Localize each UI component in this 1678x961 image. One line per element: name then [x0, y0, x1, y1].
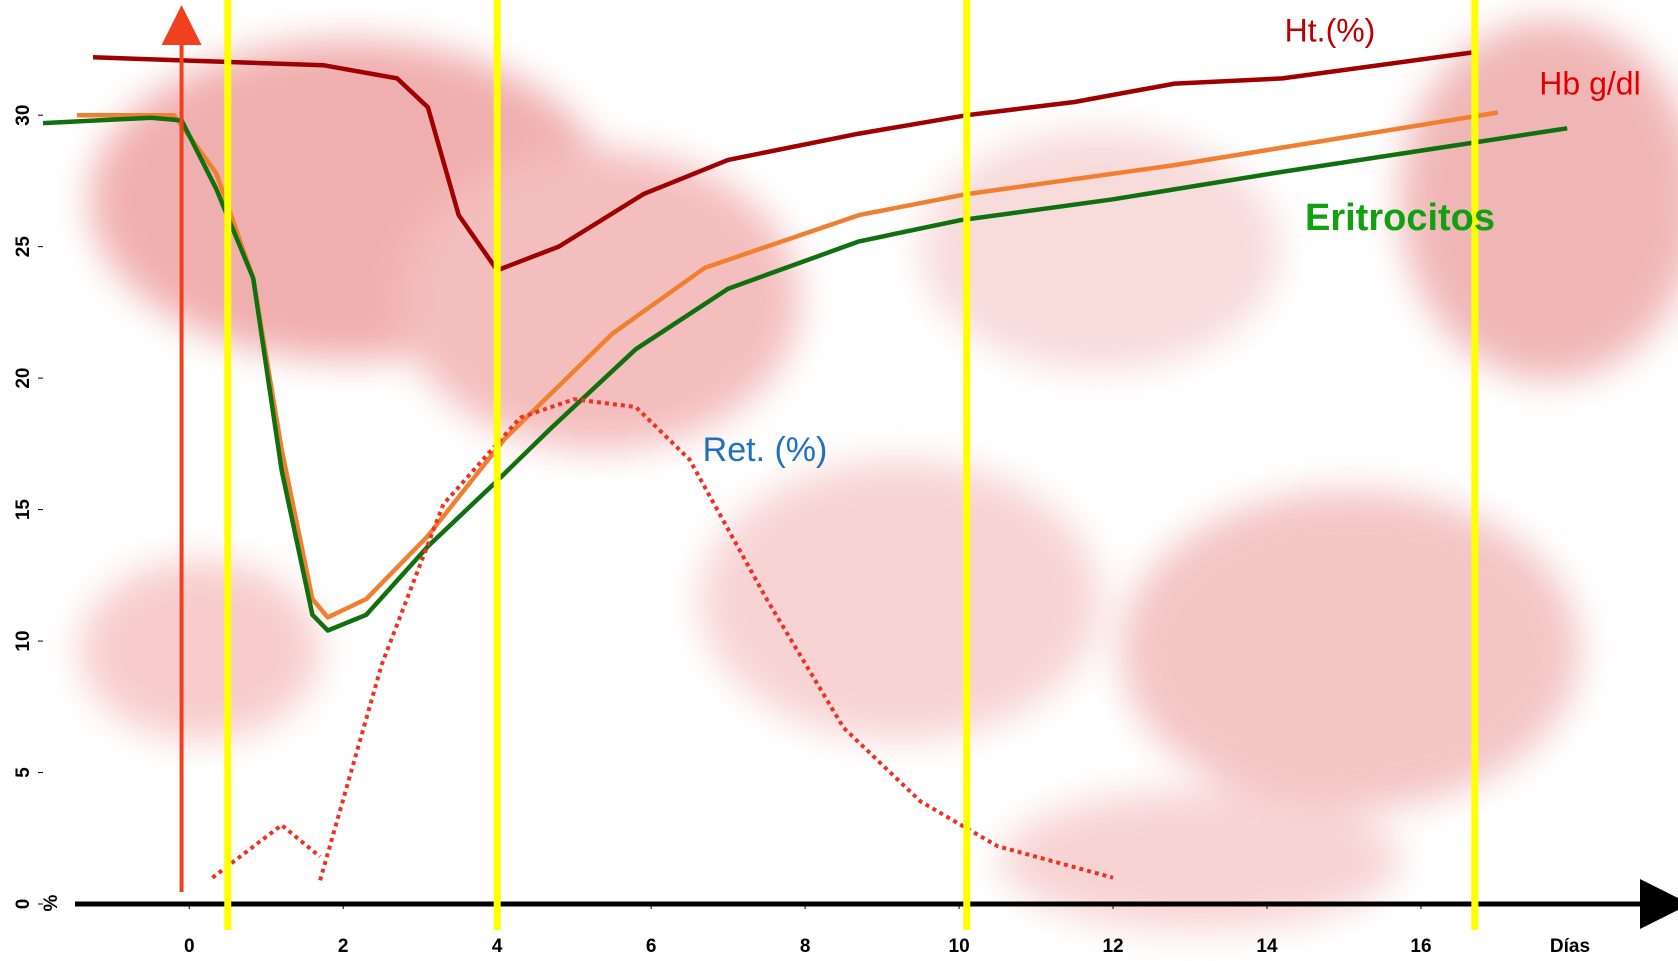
- series-label: Ht.(%): [1285, 12, 1376, 48]
- x-tick-label: 12: [1102, 936, 1123, 957]
- x-tick-label: 10: [949, 936, 970, 957]
- y-tick-label: 5: [13, 767, 34, 778]
- y-tick-label: 0: [13, 899, 34, 910]
- y-tick-label: 10: [13, 630, 34, 651]
- x-tick-label: 4: [492, 936, 503, 957]
- x-tick-label: 0: [184, 936, 195, 957]
- x-tick-label: 6: [646, 936, 657, 957]
- background: [80, 20, 1678, 930]
- series-label: Eritrocitos: [1305, 197, 1495, 239]
- x-tick-label: 14: [1256, 936, 1278, 957]
- x-tick-label: 8: [800, 936, 811, 957]
- y-tick-label: 20: [13, 368, 34, 389]
- x-axis-label: Días: [1550, 936, 1590, 957]
- x-tick-label: 2: [338, 936, 349, 957]
- series-label: Ret. (%): [703, 431, 828, 469]
- y-axis-label: %: [41, 894, 62, 911]
- y-tick-label: 15: [13, 499, 34, 521]
- y-tick-label: 30: [13, 105, 34, 126]
- y-tick-label: 25: [13, 236, 34, 258]
- chart: 0 5 10 15 20 25 30 0 2 4 6 8 10 12 14 16 Días % Ht.(%) H…: [0, 0, 1678, 961]
- x-tick-label: 16: [1410, 936, 1431, 957]
- series-label: Hb g/dl: [1539, 65, 1640, 101]
